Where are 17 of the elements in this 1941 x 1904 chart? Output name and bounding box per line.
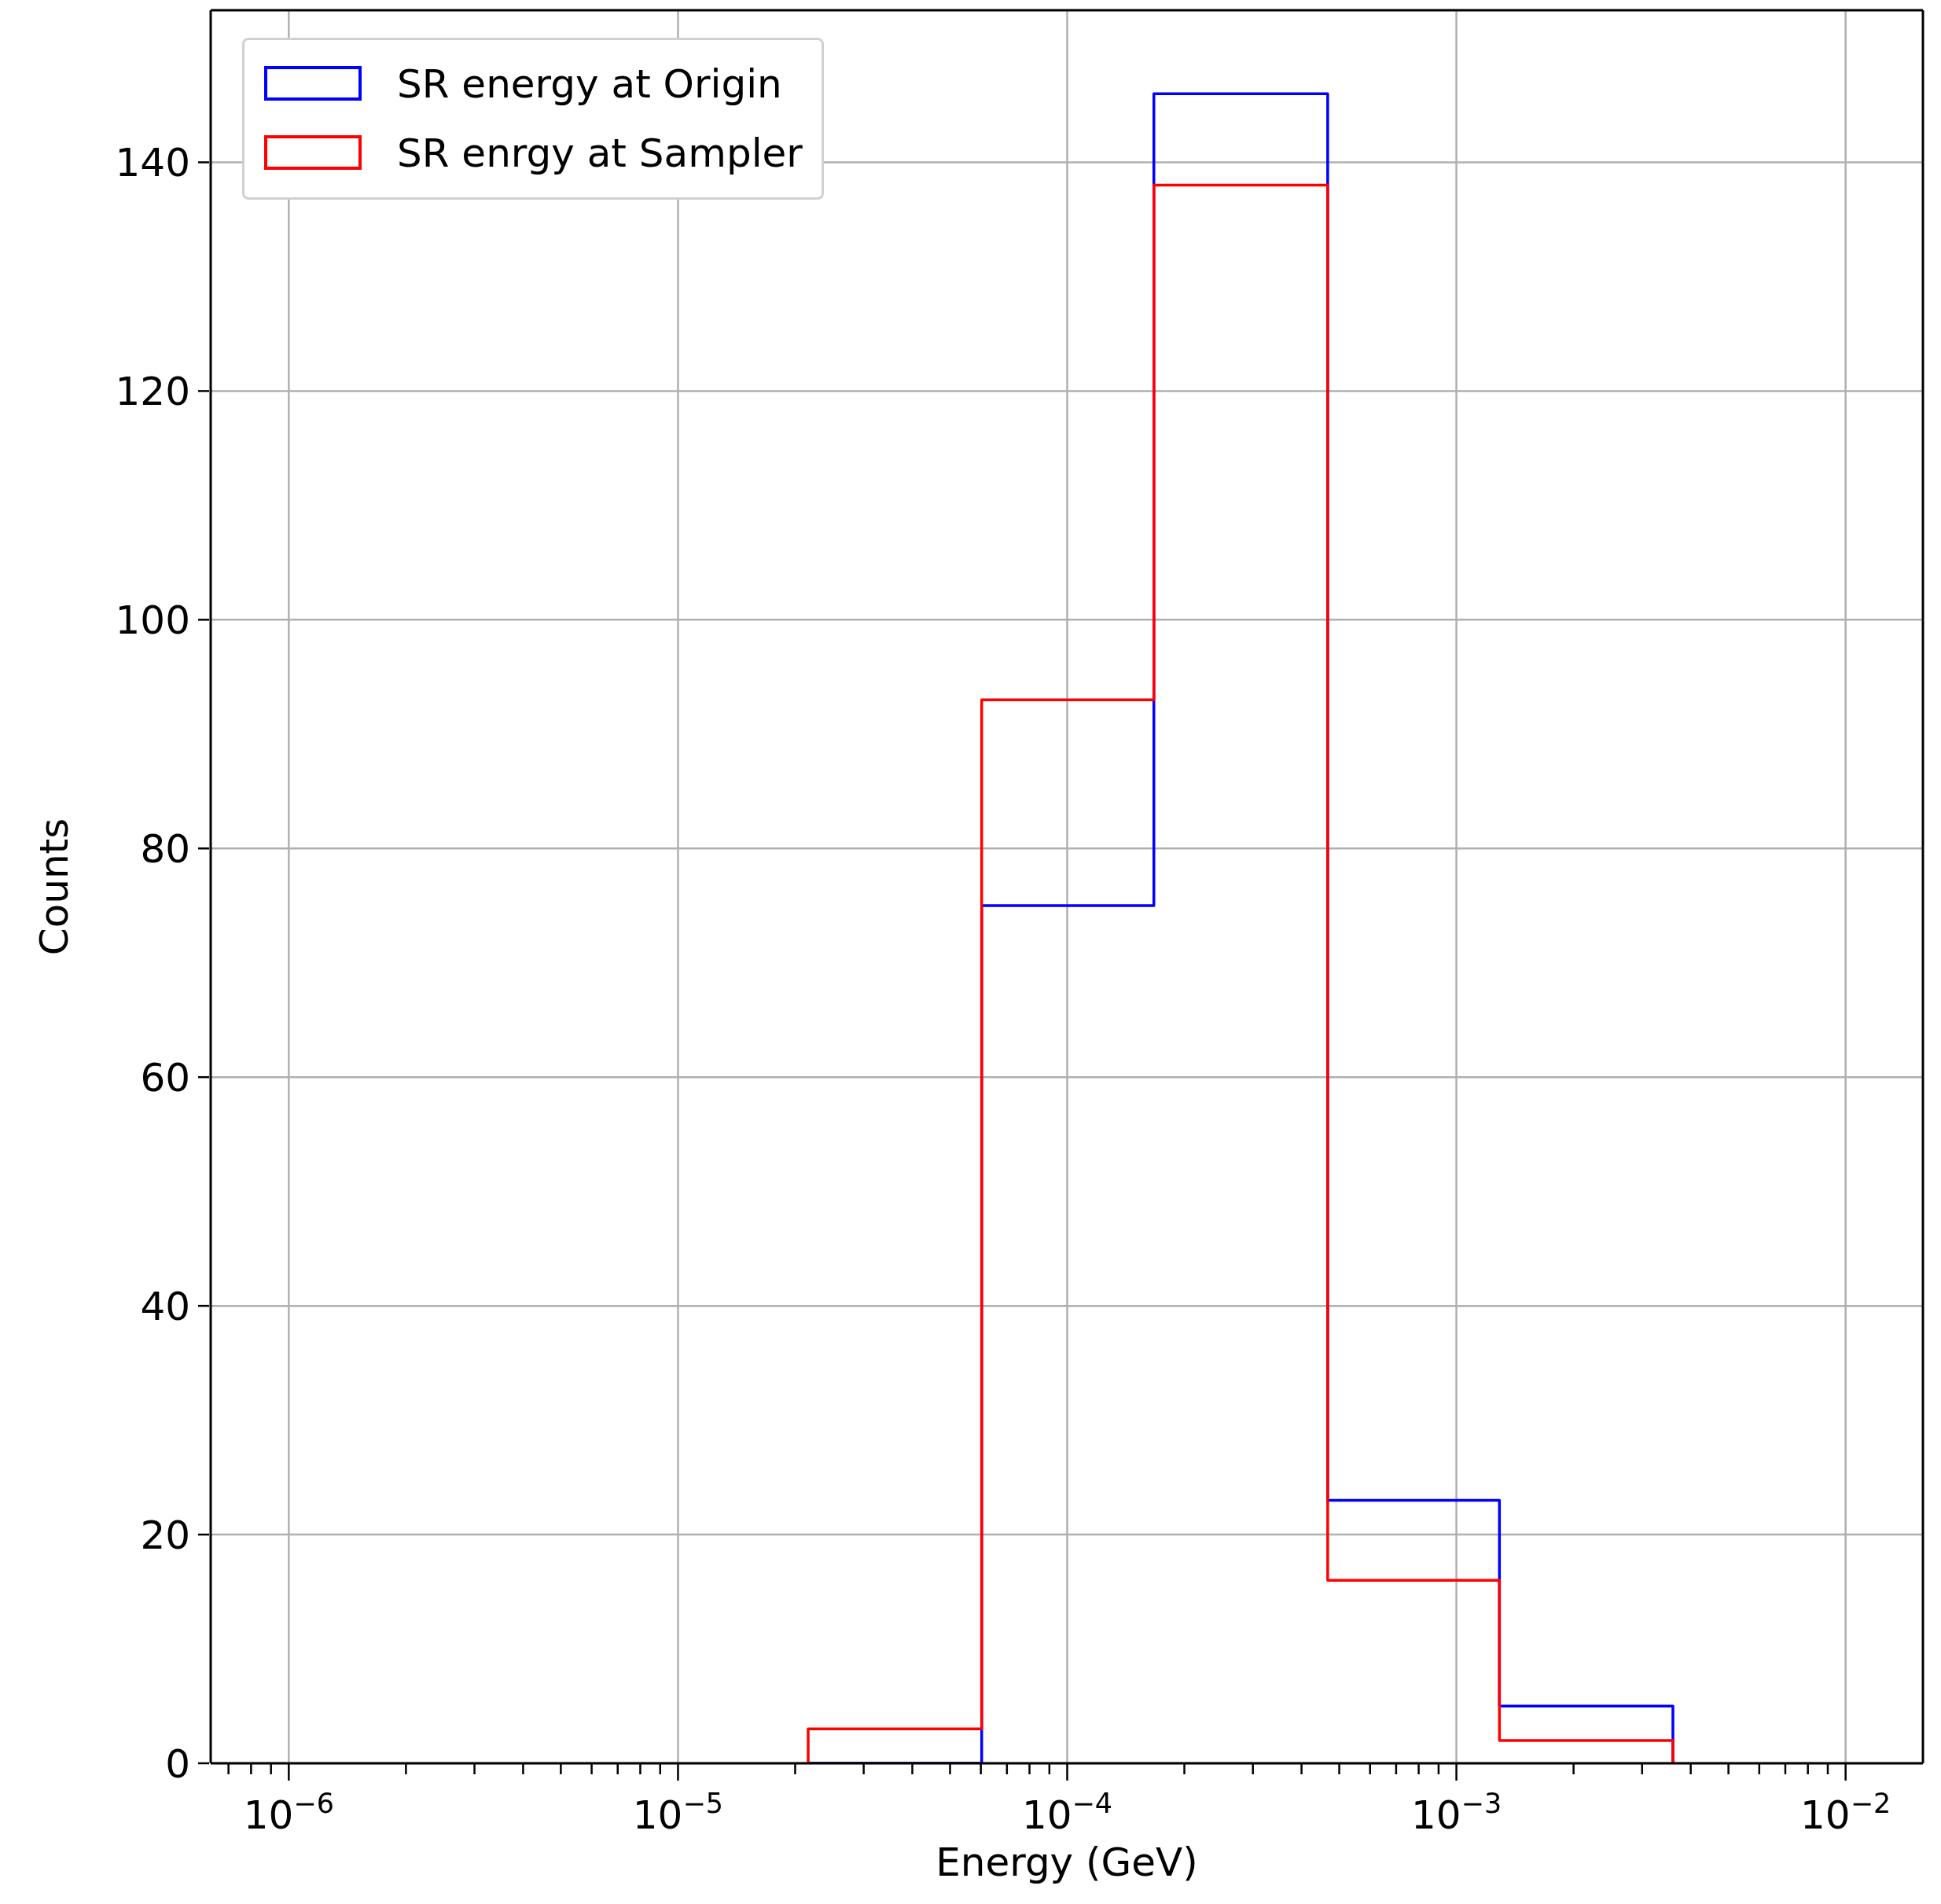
- y-tick-label: 120: [115, 368, 190, 414]
- y-tick-label: 80: [140, 825, 190, 872]
- y-tick-label: 20: [140, 1512, 190, 1558]
- y-axis-title: Counts: [31, 818, 77, 956]
- x-tick-label: 10$^{−4}$: [1021, 1788, 1113, 1838]
- y-tick-label: 140: [115, 139, 190, 186]
- legend-label: SR enrgy at Sampler: [397, 130, 803, 176]
- x-tick-label: 10$^{−5}$: [632, 1788, 724, 1838]
- x-tick-label: 10$^{−2}$: [1800, 1788, 1891, 1838]
- y-tick-label: 0: [165, 1740, 190, 1787]
- y-tick-label: 100: [115, 597, 190, 643]
- x-tick-label: 10$^{−3}$: [1410, 1788, 1502, 1838]
- legend-label: SR energy at Origin: [397, 61, 782, 107]
- y-tick-label: 40: [140, 1283, 190, 1329]
- x-tick-label: 10$^{−6}$: [243, 1788, 334, 1838]
- y-tick-label: 60: [140, 1054, 190, 1101]
- x-axis-title: Energy (GeV): [936, 1840, 1198, 1885]
